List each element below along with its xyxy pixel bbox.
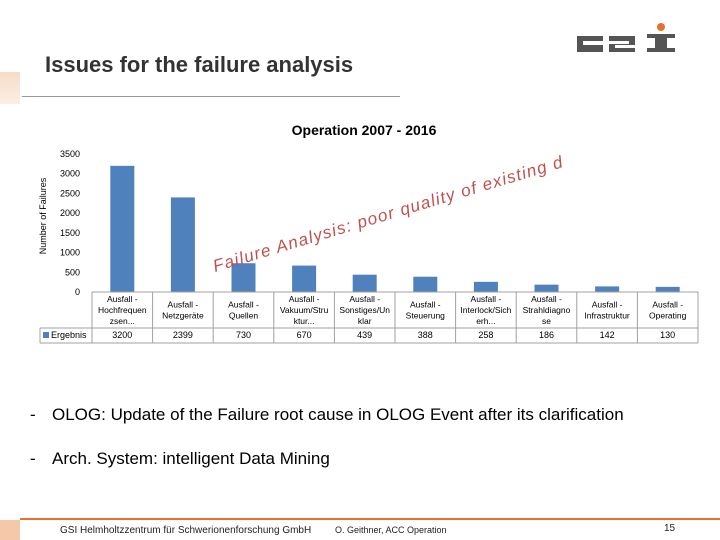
category-label-line: Ausfall - [107,294,138,304]
overlay-text: Failure Analysis: poor quality of existi… [0,115,566,276]
data-value-label: 130 [660,330,675,340]
data-value-label: 258 [478,330,493,340]
category-label: Ausfall -Interlock/Sich erh... [460,294,511,326]
slide-title: Issues for the failure analysis [45,52,354,77]
bar [534,284,559,292]
category-label-line: Infrastruktur [584,311,630,321]
page-number: 15 [664,523,676,534]
bullet-item-1: - OLOG: Update of the Failure root cause … [30,405,624,425]
bar [595,286,620,292]
footer-accent-box [0,520,20,540]
category-label-line: Netzgeräte [162,311,204,321]
category-label-line: se [542,316,551,326]
category-label-line: Ausfall - [349,294,380,304]
data-value-label: 730 [236,330,251,340]
category-label-line: zsen... [110,316,135,326]
data-value-label: 2399 [173,330,193,340]
category-label-line: Steuerung [406,311,445,321]
bullet-text: OLOG: Update of the Failure root cause i… [52,405,624,424]
chart-title: Operation 2007 - 2016 [292,122,437,138]
category-label-line: Ausfall - [471,294,502,304]
logo-dot-icon [657,23,665,31]
data-value-label: 142 [600,330,615,340]
footer-author: O. Geithner, ACC Operation [335,525,447,535]
category-label-line: Sonstiges/Un [339,305,390,315]
legend-label: Ergebnis [51,330,87,340]
logo-letter-i [655,34,667,52]
bullet-item-2: - Arch. System: intelligent Data Mining [30,449,330,469]
category-label: Ausfall -Strahldiagno se [523,294,571,326]
bullet-text: Arch. System: intelligent Data Mining [52,449,330,468]
y-tick-label: 3000 [60,169,80,179]
y-tick-label: 2000 [60,208,80,218]
data-value-label: 186 [539,330,554,340]
title-underline [22,82,400,97]
y-tick-label: 500 [65,267,80,277]
y-tick-label: 1500 [60,228,80,238]
bar [292,265,317,292]
y-axis-label: Number of Failures [38,177,48,254]
category-label-line: Ausfall - [168,300,199,310]
bullet-dash: - [30,449,36,468]
bullet-dash: - [30,405,36,424]
bar [413,276,438,292]
category-label-line: Ausfall - [228,300,259,310]
bar-series [110,165,680,292]
bar [231,263,256,292]
y-axis-ticks: 0 500 1000 1500 2000 2500 3000 3500 [60,149,80,297]
left-accent-bar [0,72,20,104]
category-label: Ausfall -Quellen [228,300,259,321]
category-label-line: Vakuum/Stru [280,305,329,315]
category-label-line: erh... [476,316,495,326]
category-label-line: Strahldiagno [523,305,571,315]
data-value-label: 3200 [112,330,132,340]
category-label: Ausfall -Vakuum/Stru ktur... [280,294,329,326]
failure-chart: Operation 2007 - 2016 Number of Failures… [0,115,699,344]
y-tick-label: 3500 [60,149,80,159]
data-value-label: 670 [297,330,312,340]
category-label-line: Quellen [229,311,259,321]
category-label: Ausfall -Operating [649,300,687,321]
category-label-line: Ausfall - [289,294,320,304]
category-label-line: Operating [649,311,687,321]
footer-organization: GSI Helmholtzzentrum für Schwerionenfors… [60,525,312,536]
data-value-label: 388 [418,330,433,340]
y-tick-label: 2500 [60,188,80,198]
legend-swatch [43,332,49,338]
category-label-line: Interlock/Sich [460,305,511,315]
category-label-line: ktur... [294,316,315,326]
y-tick-label: 1000 [60,248,80,258]
overlay-text-path: Failure Analysis: poor quality of existi… [0,115,565,276]
category-label: Ausfall -Hochfrequen zsen... [98,294,147,326]
bar [655,286,680,292]
category-label: Ausfall -Netzgeräte [162,300,204,321]
category-label-line: Ausfall - [410,300,441,310]
category-label-line: Ausfall - [531,294,562,304]
y-tick-label: 0 [75,287,80,297]
bar [352,274,377,292]
category-label-line: klar [358,316,372,326]
category-label: Ausfall -Sonstiges/Un klar [339,294,390,326]
bar [473,281,498,292]
footer-bar [20,518,720,520]
category-label: Ausfall -Steuerung [406,300,445,321]
data-value-label: 439 [357,330,372,340]
overlay-annotation: Failure Analysis: poor quality of existi… [0,115,566,276]
category-label-line: Ausfall - [592,300,623,310]
category-label-line: Ausfall - [652,300,683,310]
category-label: Ausfall -Infrastruktur [584,300,630,321]
gsi-logo [577,23,675,52]
bar [170,197,195,292]
category-label-line: Hochfrequen [98,305,147,315]
bar [110,165,135,292]
